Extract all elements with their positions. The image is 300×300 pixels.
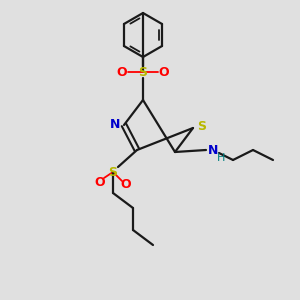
Text: S: S xyxy=(197,119,206,133)
Text: O: O xyxy=(117,65,127,79)
Text: N: N xyxy=(110,118,120,130)
Text: S: S xyxy=(109,166,118,178)
Text: H: H xyxy=(217,153,225,163)
Text: N: N xyxy=(208,143,218,157)
Text: O: O xyxy=(95,176,105,188)
Text: S: S xyxy=(139,65,148,79)
Text: O: O xyxy=(159,65,169,79)
Text: O: O xyxy=(121,178,131,191)
